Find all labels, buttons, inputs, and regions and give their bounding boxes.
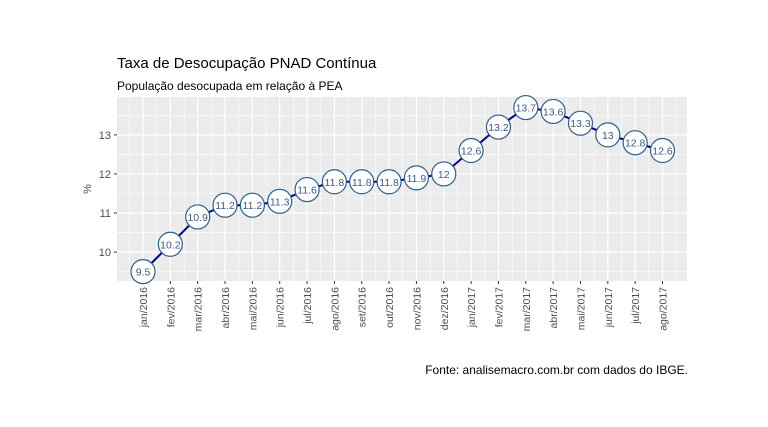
y-axis-label: %	[82, 184, 94, 194]
data-point	[130, 259, 156, 285]
data-label: 11.9	[407, 173, 427, 185]
data-label: 11.8	[325, 177, 345, 189]
data-label: 13.7	[516, 103, 537, 115]
data-label: 11.6	[297, 185, 317, 197]
data-point	[212, 192, 238, 218]
chart-caption: Fonte: analisemacro.com.br com dados do …	[425, 363, 688, 377]
data-label: 13.3	[570, 118, 591, 130]
data-label: 11.2	[215, 200, 235, 212]
x-tick-label: dez/2016	[439, 287, 451, 330]
x-tick-label: mai/2017	[575, 287, 587, 330]
data-point	[458, 137, 484, 164]
data-point	[485, 114, 512, 140]
y-tick-label: 13	[99, 130, 111, 142]
x-tick-label: mar/2016	[193, 287, 205, 332]
y-tick-label: 10	[99, 247, 111, 259]
x-tick-label: jan/2016	[138, 287, 150, 328]
data-label: 11.8	[352, 177, 372, 189]
data-point	[185, 204, 211, 230]
data-point	[157, 231, 183, 257]
data-point	[349, 169, 375, 195]
x-tick-label: jul/2016	[302, 287, 314, 325]
x-tick-label: mar/2017	[521, 287, 533, 332]
data-point	[622, 130, 648, 156]
y-tick-label: 11	[100, 208, 111, 220]
data-label: 13.2	[488, 122, 509, 134]
grid-lines	[117, 97, 687, 281]
data-label: 10.2	[160, 239, 181, 251]
x-tick-label: mai/2016	[247, 287, 259, 330]
data-label: 12.8	[625, 138, 646, 150]
x-tick-label: ago/2017	[658, 287, 670, 331]
data-point	[267, 188, 293, 214]
data-label: 12.6	[652, 146, 673, 158]
x-tick-label: fev/2017	[493, 287, 505, 327]
data-label: 13.6	[543, 106, 564, 118]
data-point	[376, 169, 402, 195]
y-tick-label: 12	[99, 169, 111, 181]
data-point	[567, 110, 594, 136]
x-tick-label: abr/2016	[220, 287, 232, 329]
data-point	[649, 137, 676, 164]
data-point	[294, 176, 320, 203]
x-tick-label: nov/2016	[411, 287, 423, 330]
data-label: 10.9	[187, 212, 208, 224]
data-label: 11.8	[379, 177, 399, 189]
data-label: 12.6	[461, 146, 482, 158]
x-tick-label: out/2016	[384, 287, 396, 328]
data-point	[431, 161, 457, 187]
x-tick-label: abr/2017	[548, 287, 560, 329]
data-point	[403, 165, 430, 191]
data-label: 12	[438, 169, 450, 181]
data-point	[239, 192, 265, 218]
x-tick-label: fev/2016	[165, 287, 177, 327]
data-label: 11.3	[270, 196, 290, 208]
data-point	[513, 94, 539, 121]
data-point	[540, 98, 566, 125]
chart-subtitle: População desocupada em relação à PEA	[117, 79, 343, 93]
x-tick-label: set/2016	[357, 287, 369, 327]
x-axis: jan/2016 fev/2016 mar/2016 abr/2016 mai/2016…	[138, 281, 670, 331]
x-tick-label: jun/2017	[603, 287, 615, 328]
data-point	[321, 169, 347, 195]
data-label: 9.5	[136, 267, 151, 279]
x-tick-label: jul/2017	[630, 287, 642, 325]
data-label: 11.2	[243, 200, 263, 212]
y-axis: 10 11 12 13	[99, 130, 117, 259]
x-tick-label: jan/2017	[466, 287, 478, 328]
chart-title: Taxa de Desocupação PNAD Contínua	[117, 55, 377, 72]
data-point	[595, 122, 621, 148]
series: 9.5 10.2 10.9 11.2 11.2 11.3 11.6 11.8 11.8 11.8 1…	[130, 94, 676, 285]
x-tick-label: ago/2016	[329, 287, 341, 331]
x-tick-label: jun/2016	[275, 287, 287, 328]
data-label: 13	[602, 130, 614, 142]
